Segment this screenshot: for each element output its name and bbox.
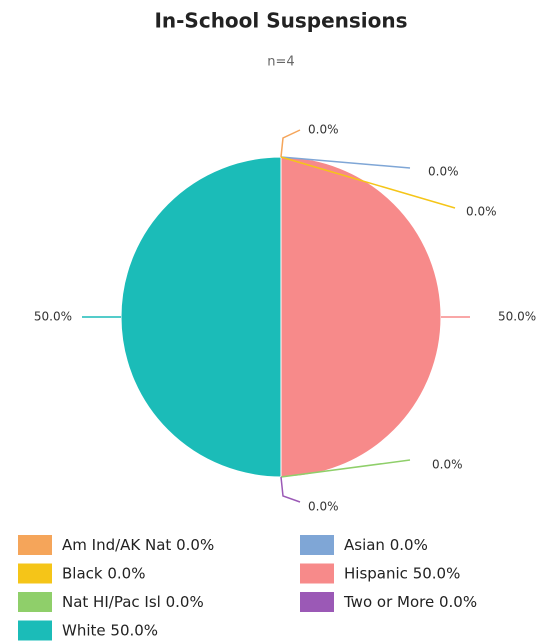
legend-swatch <box>300 592 334 612</box>
legend-name: Asian <box>344 536 385 554</box>
data-label: 50.0% <box>498 310 536 324</box>
legend-swatch <box>300 563 334 584</box>
legend-swatch <box>18 535 52 555</box>
legend-label: Asian 0.0% <box>344 536 428 554</box>
leader-line <box>280 156 411 169</box>
data-label: 0.0% <box>428 165 459 179</box>
legend-value: 0.0% <box>107 564 145 582</box>
legend-value: 50.0% <box>110 621 158 639</box>
legend-value: 0.0% <box>439 593 477 611</box>
legend-name: Black <box>62 564 103 582</box>
leader-line <box>280 129 301 158</box>
data-label: 50.0% <box>34 310 72 324</box>
legend-label: Nat HI/Pac Isl 0.0% <box>62 593 204 611</box>
legend-label: Am Ind/AK Nat 0.0% <box>62 536 214 554</box>
pie-slice <box>120 156 282 478</box>
data-label: 0.0% <box>308 500 339 514</box>
legend-swatch <box>300 535 334 555</box>
leader-line <box>280 459 411 478</box>
leader-line <box>280 476 301 503</box>
legend-value: 0.0% <box>390 536 428 554</box>
legend-swatch <box>18 592 52 612</box>
data-label: 0.0% <box>432 458 463 472</box>
legend-value: 0.0% <box>176 536 214 554</box>
chart-title: In-School Suspensions <box>154 9 407 33</box>
legend-value: 0.0% <box>166 593 204 611</box>
data-label: 0.0% <box>308 123 339 137</box>
leader-line <box>280 156 456 209</box>
legend-label: Black 0.0% <box>62 564 145 582</box>
legend-value: 50.0% <box>413 564 461 582</box>
legend-swatch <box>18 620 52 641</box>
legend-swatch <box>18 563 52 584</box>
data-label: 0.0% <box>466 205 497 219</box>
legend-label: Hispanic 50.0% <box>344 564 460 582</box>
legend-name: Am Ind/AK Nat <box>62 536 171 554</box>
chart-subtitle: n=4 <box>267 55 294 70</box>
pie-slice <box>280 156 442 478</box>
legend-name: Two or More <box>343 593 434 611</box>
legend-label: White 50.0% <box>62 621 158 639</box>
legend-label: Two or More 0.0% <box>343 593 477 611</box>
legend-name: Hispanic <box>344 564 408 582</box>
legend-name: Nat HI/Pac Isl <box>62 593 161 611</box>
legend-name: White <box>62 621 106 639</box>
